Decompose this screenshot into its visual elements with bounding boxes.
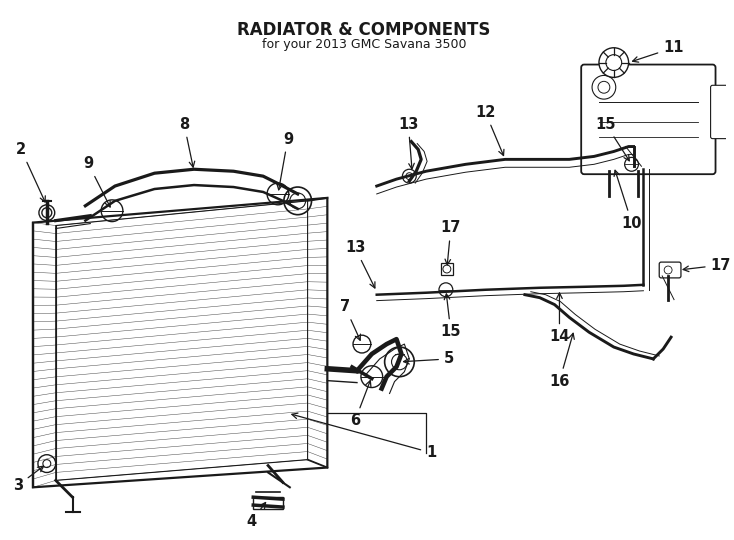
Text: RADIATOR & COMPONENTS: RADIATOR & COMPONENTS bbox=[237, 21, 490, 39]
FancyBboxPatch shape bbox=[711, 85, 734, 139]
Text: 7: 7 bbox=[340, 300, 360, 340]
Text: 4: 4 bbox=[246, 503, 266, 529]
Text: 11: 11 bbox=[633, 40, 683, 62]
Text: 6: 6 bbox=[350, 381, 371, 428]
Circle shape bbox=[42, 208, 52, 218]
Text: 9: 9 bbox=[83, 156, 110, 207]
Circle shape bbox=[385, 347, 414, 377]
Bar bbox=[441, 263, 453, 275]
FancyBboxPatch shape bbox=[659, 262, 681, 278]
Text: 15: 15 bbox=[595, 117, 629, 161]
FancyBboxPatch shape bbox=[581, 65, 716, 174]
Text: 14: 14 bbox=[549, 293, 570, 345]
Text: 8: 8 bbox=[179, 117, 195, 167]
Text: 3: 3 bbox=[13, 466, 43, 493]
Text: 13: 13 bbox=[398, 117, 418, 169]
Bar bbox=[253, 497, 283, 509]
Text: 9: 9 bbox=[277, 132, 293, 190]
Text: 17: 17 bbox=[683, 258, 731, 273]
Circle shape bbox=[592, 76, 616, 99]
Text: 5: 5 bbox=[404, 352, 454, 367]
Text: 10: 10 bbox=[614, 170, 642, 231]
Text: 2: 2 bbox=[16, 142, 46, 202]
Text: for your 2013 GMC Savana 3500: for your 2013 GMC Savana 3500 bbox=[261, 38, 466, 51]
Text: 15: 15 bbox=[440, 294, 461, 339]
Text: 1: 1 bbox=[292, 413, 437, 460]
Text: 13: 13 bbox=[345, 240, 375, 288]
Circle shape bbox=[599, 48, 628, 77]
Circle shape bbox=[284, 187, 311, 215]
Text: 16: 16 bbox=[549, 333, 574, 389]
Text: 12: 12 bbox=[475, 105, 504, 156]
Circle shape bbox=[43, 460, 51, 468]
Text: 17: 17 bbox=[440, 220, 461, 265]
